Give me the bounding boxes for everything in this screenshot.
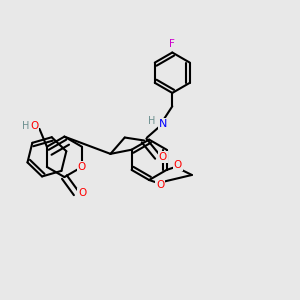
Text: O: O	[156, 180, 164, 190]
Text: F: F	[169, 39, 175, 49]
Text: O: O	[30, 121, 38, 131]
Text: O: O	[78, 188, 86, 198]
Text: O: O	[174, 160, 182, 170]
Text: N: N	[159, 119, 168, 129]
Text: H: H	[148, 116, 156, 126]
Text: O: O	[159, 152, 167, 162]
Text: O: O	[78, 162, 86, 172]
Text: H: H	[22, 121, 30, 131]
